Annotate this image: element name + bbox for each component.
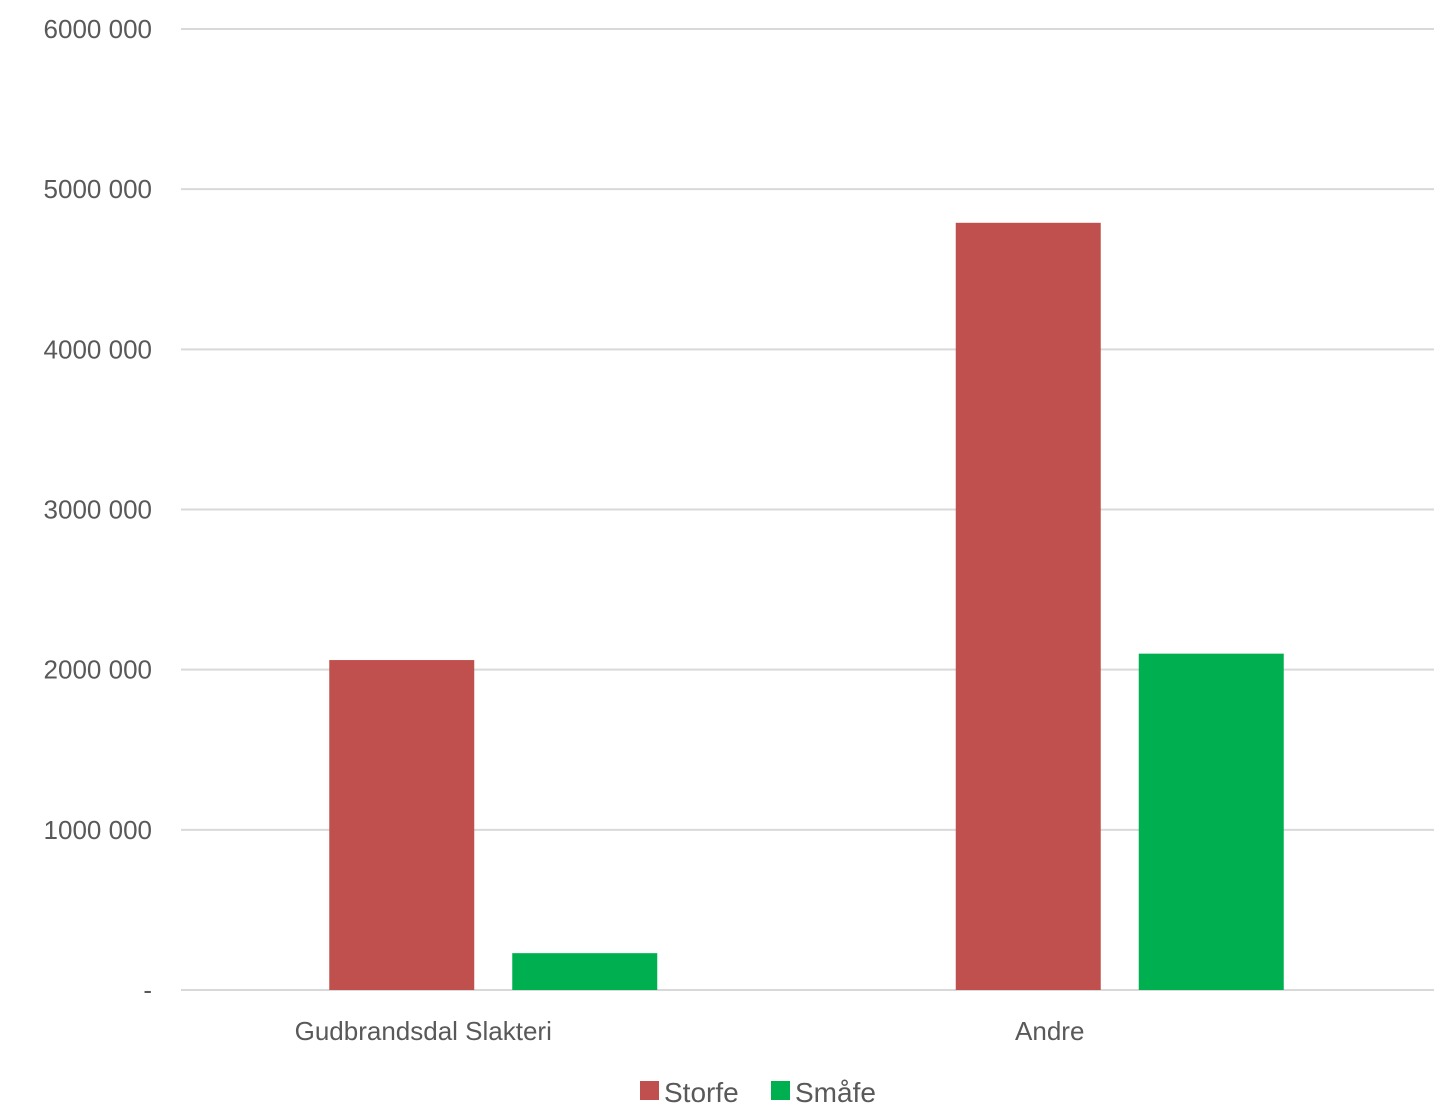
x-category-label: Gudbrandsdal Slakteri	[295, 1016, 552, 1046]
y-axis-tick-labels: - 1000 000 2000 000 3000 000 4000 000 5000 00…	[44, 14, 152, 1005]
bar-storfe-0	[329, 660, 475, 990]
legend-swatch	[771, 1081, 790, 1100]
y-tick-label: 6000 000	[44, 14, 152, 44]
legend-swatch	[640, 1081, 659, 1100]
legend-label: Småfe	[795, 1077, 876, 1108]
legend-label: Storfe	[664, 1077, 739, 1108]
y-tick-label: 1000 000	[44, 815, 152, 845]
y-tick-label: 4000 000	[44, 334, 152, 364]
y-tick-label: 3000 000	[44, 495, 152, 525]
x-axis-category-labels: Gudbrandsdal Slakteri Andre	[295, 1016, 1085, 1046]
bars	[329, 222, 1284, 991]
legend: Storfe Småfe	[640, 1077, 876, 1108]
y-tick-label: -	[143, 975, 152, 1005]
y-tick-label: 2000 000	[44, 655, 152, 685]
bar-sm-fe-0	[512, 953, 658, 990]
x-category-label: Andre	[1015, 1016, 1084, 1046]
y-tick-label: 5000 000	[44, 174, 152, 204]
bar-sm-fe-1	[1138, 653, 1284, 990]
bar-storfe-1	[955, 222, 1101, 991]
